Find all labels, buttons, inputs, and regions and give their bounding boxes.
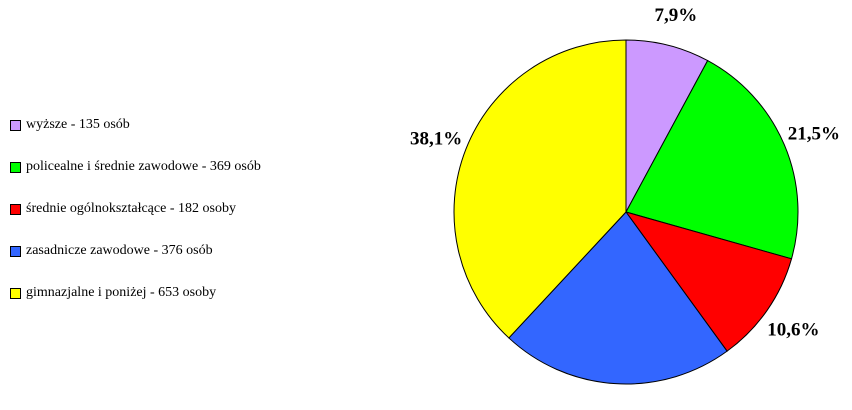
- pie-slice: [508, 211, 728, 385]
- legend-item: zasadnicze zawodowe - 376 osób: [10, 230, 340, 272]
- legend-item: gimnazjalne i poniżej - 653 osoby: [10, 272, 340, 314]
- legend-swatch: [10, 119, 21, 131]
- legend: wyższe - 135 osób policealne i średnie z…: [10, 104, 340, 314]
- legend-label: gimnazjalne i poniżej - 653 osoby: [26, 285, 217, 300]
- legend-label: policealne i średnie zawodowe - 369 osób: [26, 159, 261, 174]
- legend-item: średnie ogólnokształcące - 182 osoby: [10, 188, 340, 230]
- slice-label: 21,5%: [788, 124, 840, 145]
- slice-label: 10,6%: [767, 320, 819, 341]
- legend-swatch: [10, 245, 21, 257]
- legend-item: policealne i średnie zawodowe - 369 osób: [10, 146, 340, 188]
- slice-label: 38,1%: [410, 128, 462, 149]
- legend-swatch: [10, 203, 21, 215]
- pie-slice: [625, 59, 799, 260]
- legend-swatch: [10, 287, 21, 299]
- legend-label: zasadnicze zawodowe - 376 osób: [26, 243, 213, 258]
- pie-slice: [624, 211, 793, 352]
- legend-item: wyższe - 135 osób: [10, 104, 340, 146]
- legend-swatch: [10, 161, 21, 173]
- legend-label: wyższe - 135 osób: [26, 117, 130, 132]
- slice-label: 7,9%: [655, 5, 698, 26]
- slice-label: 21,9%: [588, 407, 640, 410]
- pie-slice: [453, 39, 627, 339]
- legend-label: średnie ogólnokształcące - 182 osoby: [26, 201, 236, 216]
